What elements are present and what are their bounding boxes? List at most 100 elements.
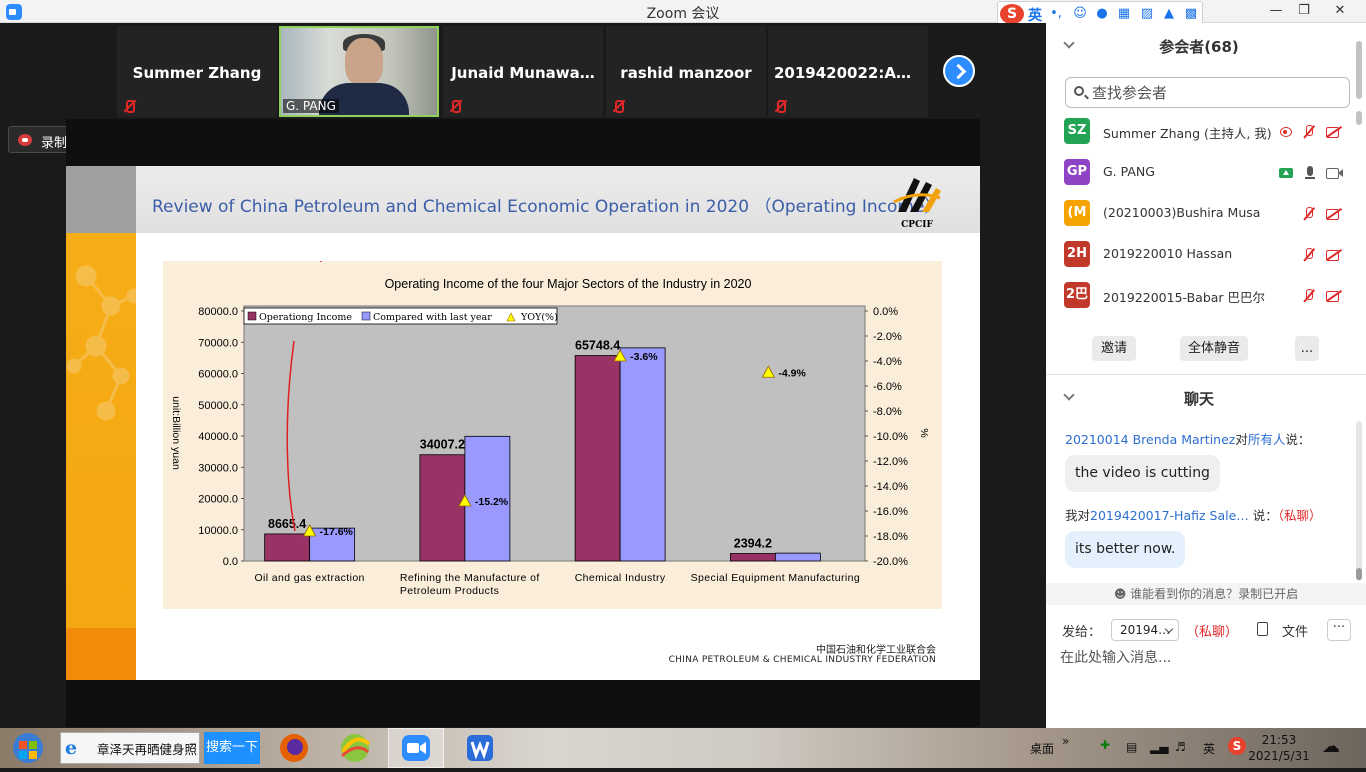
ie-search-button[interactable]: 搜索一下 <box>204 732 260 764</box>
mic-on-icon[interactable] <box>1302 166 1318 180</box>
mic-icon[interactable]: ● <box>1096 6 1108 21</box>
y2-tick-label: 0.0% <box>873 306 898 318</box>
zoom-logo-icon <box>6 4 22 20</box>
camera-on-icon[interactable] <box>1326 166 1343 180</box>
send-to-dropdown[interactable]: 20194… <box>1111 619 1179 641</box>
camera-off-icon[interactable] <box>1326 125 1342 139</box>
participants-scrollbar-top[interactable] <box>1356 41 1362 99</box>
taskbar-zoom[interactable] <box>388 728 444 768</box>
x-axis-category-label: Oil and gas extraction <box>254 572 364 584</box>
chat-message-sender: 20210014 Brenda Martinez对所有人说： <box>1065 429 1310 448</box>
video-tile[interactable]: 2019420022:Am… <box>768 26 928 117</box>
camera-off-icon[interactable] <box>1326 207 1342 221</box>
y-tick-label: 0.0 <box>223 556 238 568</box>
clothes-icon[interactable]: ▲ <box>1164 6 1174 21</box>
chat-message-input[interactable] <box>1060 647 1350 669</box>
video-tile[interactable]: rashid manzoor <box>606 26 766 117</box>
mic-muted-icon[interactable] <box>1301 289 1317 303</box>
grid-icon[interactable]: ▩ <box>1184 6 1198 21</box>
yoy-label: -4.9% <box>778 367 806 379</box>
ie-search-input[interactable] <box>97 739 199 757</box>
participant-name: 2019420022:Am… <box>774 64 927 82</box>
mic-muted-icon[interactable] <box>1301 207 1317 221</box>
taskbar-wps[interactable] <box>452 728 508 768</box>
participant-row[interactable]: GP G. PANG <box>1046 152 1352 193</box>
notification-cloud-icon[interactable]: ☁ <box>1322 736 1340 757</box>
y2-axis-ticks: 0.0% -2.0% -4.0% -6.0% -8.0% -10.0% -12.0% -14.… <box>865 306 908 568</box>
chat-scrollbar[interactable] <box>1356 568 1362 580</box>
mute-all-button[interactable]: 全体静音 <box>1180 336 1248 361</box>
file-label: 文件 <box>1282 625 1309 640</box>
participant-name: (20210003)Bushira Musa <box>1103 205 1261 220</box>
ie-icon: e <box>65 737 78 759</box>
mic-muted-icon[interactable] <box>1301 248 1317 262</box>
punctuation-icon[interactable]: •, <box>1050 6 1062 21</box>
shared-screen[interactable]: Review of China Petroleum and Chemical E… <box>66 119 980 727</box>
participant-name: Summer Zhang <box>132 64 262 82</box>
y-tick-label: 40000.0 <box>198 431 238 443</box>
mic-muted-icon[interactable] <box>1301 125 1317 139</box>
yoy-label: -17.6% <box>320 526 354 538</box>
yoy-label: -15.2% <box>475 496 509 508</box>
maximize-button[interactable]: ❐ <box>1298 3 1310 18</box>
volume-icon[interactable]: ♬ <box>1175 740 1186 754</box>
avatar: (M <box>1064 200 1090 226</box>
bar-operating-income <box>264 533 311 562</box>
ime-mode-toggle[interactable]: 英 <box>1028 8 1042 24</box>
network-adapter-icon[interactable]: ▤ <box>1126 740 1138 754</box>
close-button[interactable]: ✕ <box>1334 3 1346 18</box>
taskbar-360-browser[interactable] <box>327 728 383 768</box>
keyboard-icon[interactable]: ▦ <box>1117 6 1131 21</box>
start-button[interactable] <box>0 728 56 768</box>
chart-container: Operating Income of the four Major Secto… <box>163 261 942 609</box>
camera-off-icon[interactable] <box>1326 289 1342 303</box>
invite-button[interactable]: 邀请 <box>1092 336 1136 361</box>
windows-taskbar: e 搜索一下 桌面 » ✚ ▤ ▂▄ ♬ 英 S 21:53 2021/5/31… <box>0 728 1366 768</box>
slide-header: Review of China Petroleum and Chemical E… <box>136 166 980 233</box>
y2-tick-label: -18.0% <box>873 531 908 543</box>
toolbox-icon[interactable]: ▨ <box>1140 6 1154 21</box>
participant-row[interactable]: (M (20210003)Bushira Musa <box>1046 193 1352 234</box>
y2-tick-label: -14.0% <box>873 481 908 493</box>
desktop-toolbar-label[interactable]: 桌面 <box>1030 742 1055 756</box>
sender-prefix: 我对 <box>1065 508 1091 523</box>
who-can-see-notice[interactable]: ☻ 谁能看到你的消息？录制已开启 <box>1046 583 1366 605</box>
ime-toolbar[interactable]: S 英 •, ☺ ● ▦ ▨ ▲ ▩ <box>997 1 1203 26</box>
ie-search-box[interactable]: e <box>60 732 200 764</box>
bar-last-year <box>774 552 821 562</box>
tray-app-icon[interactable]: ✚ <box>1100 738 1111 752</box>
participants-more-button[interactable]: ... <box>1295 336 1319 361</box>
legend-swatch-yoy <box>506 312 516 322</box>
system-clock[interactable]: 21:53 2021/5/31 <box>1248 732 1310 764</box>
chat-scroll-track[interactable] <box>1356 421 1362 581</box>
cpcif-logo-text: CPCIF <box>901 220 933 230</box>
signal-icon[interactable]: ▂▄ <box>1150 740 1169 754</box>
video-tile[interactable]: Junaid Munawa… <box>443 26 603 117</box>
video-tile[interactable]: Summer Zhang <box>117 26 277 117</box>
sogou-logo-icon[interactable]: S <box>1000 4 1024 24</box>
who-can-see-text: 谁能看到你的消息？录制已开启 <box>1130 587 1299 601</box>
video-strip: Summer Zhang G. PANG Junaid Munawa… rash… <box>0 23 1046 119</box>
taskbar-firefox[interactable] <box>266 728 322 768</box>
camera-off-icon[interactable] <box>1326 248 1342 262</box>
participant-search-input[interactable] <box>1092 82 1342 103</box>
bar-value-label: 65748.4 <box>575 339 620 353</box>
participant-row[interactable]: 2巴 2019220015-Babar 巴巴尔 <box>1046 275 1352 316</box>
chat-more-button[interactable]: ··· <box>1327 619 1351 641</box>
next-page-arrow-icon[interactable] <box>943 55 975 87</box>
chart-bars: 8665.4 34007.2 65748.4 2394.2 <box>264 339 821 562</box>
legend-swatch-last-year <box>361 311 371 321</box>
sogou-tray-icon[interactable]: S <box>1228 737 1246 755</box>
participant-search[interactable] <box>1065 77 1350 108</box>
ime-language-indicator[interactable]: 英 <box>1203 742 1216 756</box>
participant-row[interactable]: SZ Summer Zhang (主持人, 我) <box>1046 111 1352 152</box>
operating-income-chart: Operating Income of the four Major Secto… <box>170 261 930 597</box>
video-tile-active[interactable]: G. PANG <box>279 26 439 117</box>
private-tag: （私聊） <box>1277 508 1322 523</box>
tray-expand-icon[interactable]: » <box>1062 734 1070 748</box>
participants-scrollbar[interactable] <box>1356 111 1362 125</box>
emoji-icon[interactable]: ☺ <box>1073 6 1087 21</box>
bar-value-label: 8665.4 <box>268 517 306 531</box>
participant-row[interactable]: 2H 2019220010 Hassan <box>1046 234 1352 275</box>
minimize-button[interactable]: — <box>1269 3 1283 18</box>
